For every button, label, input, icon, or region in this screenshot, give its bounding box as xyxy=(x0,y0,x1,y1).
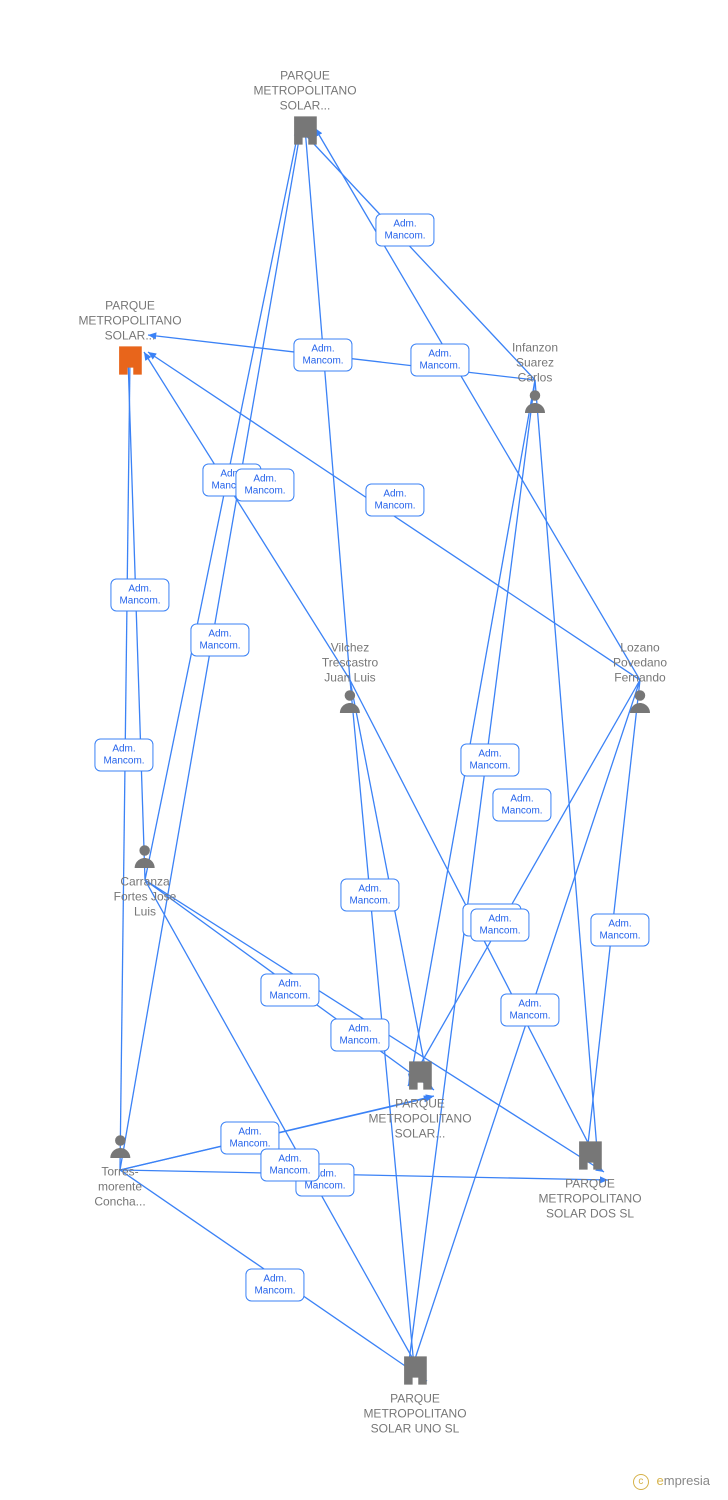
footer-copyright: c empresia xyxy=(633,1473,710,1490)
edge xyxy=(145,128,299,880)
edge-label: Adm. Mancom. xyxy=(492,789,551,822)
edge-label: Adm. Mancom. xyxy=(460,744,519,777)
node-b_uno[interactable]: PARQUE METROPOLITANO SOLAR UNO SL xyxy=(363,1354,466,1437)
node-label: PARQUE METROPOLITANO SOLAR DOS SL xyxy=(538,1177,641,1222)
edge-label: Adm. Mancom. xyxy=(94,739,153,772)
node-label: Carranza Fortes Jose Luis xyxy=(114,875,177,920)
edge-label: Adm. Mancom. xyxy=(375,214,434,247)
node-p_infanzon[interactable]: Infanzon Suarez Carlos xyxy=(512,341,558,420)
node-label: PARQUE METROPOLITANO SOLAR... xyxy=(253,69,356,114)
building-icon xyxy=(288,114,322,148)
node-p_vilchez[interactable]: Vilchez Trescastro Juan Luis xyxy=(322,641,378,720)
node-b_orange[interactable]: PARQUE METROPOLITANO SOLAR... xyxy=(78,299,181,382)
edge-label: Adm. Mancom. xyxy=(470,909,529,942)
building-icon xyxy=(398,1354,432,1388)
node-label: PARQUE METROPOLITANO SOLAR... xyxy=(368,1097,471,1142)
edge-label: Adm. Mancom. xyxy=(190,624,249,657)
edge xyxy=(128,358,145,880)
diagram-canvas: Adm. Mancom. Adm. Mancom. Adm. Mancom. Adm.… xyxy=(0,0,728,1500)
node-p_carranza[interactable]: Carranza Fortes Jose Luis xyxy=(114,841,177,920)
edge xyxy=(120,1170,608,1180)
edge xyxy=(535,380,598,1162)
node-label: PARQUE METROPOLITANO SOLAR UNO SL xyxy=(363,1392,466,1437)
node-label: Lozano Povedano Fernando xyxy=(613,641,667,686)
edge-label: Adm. Mancom. xyxy=(260,1149,319,1182)
brand-rest: mpresia xyxy=(664,1473,710,1488)
node-b_mid[interactable]: PARQUE METROPOLITANO SOLAR... xyxy=(368,1059,471,1142)
edge xyxy=(409,680,640,1377)
edge-label: Adm. Mancom. xyxy=(110,579,169,612)
building-icon xyxy=(573,1139,607,1173)
edge-label: Adm. Mancom. xyxy=(260,974,319,1007)
person-icon xyxy=(520,386,550,416)
building-icon xyxy=(403,1059,437,1093)
node-p_torres[interactable]: Torres- morente Concha... xyxy=(94,1131,145,1210)
edge-label: Adm. Mancom. xyxy=(235,469,294,502)
edge-label: Adm. Mancom. xyxy=(293,339,352,372)
node-label: PARQUE METROPOLITANO SOLAR... xyxy=(78,299,181,344)
building-icon xyxy=(113,344,147,378)
edge-label: Adm. Mancom. xyxy=(245,1269,304,1302)
edge-label: Adm. Mancom. xyxy=(365,484,424,517)
brand-letter: e xyxy=(657,1473,664,1488)
edge-label: Adm. Mancom. xyxy=(410,344,469,377)
copyright-icon: c xyxy=(633,1474,649,1490)
node-label: Torres- morente Concha... xyxy=(94,1165,145,1210)
node-label: Infanzon Suarez Carlos xyxy=(512,341,558,386)
edge-label: Adm. Mancom. xyxy=(340,879,399,912)
node-b_top[interactable]: PARQUE METROPOLITANO SOLAR... xyxy=(253,69,356,152)
person-icon xyxy=(625,686,655,716)
node-b_dos[interactable]: PARQUE METROPOLITANO SOLAR DOS SL xyxy=(538,1139,641,1222)
person-icon xyxy=(105,1131,135,1161)
edge-label: Adm. Mancom. xyxy=(330,1019,389,1052)
node-p_lozano[interactable]: Lozano Povedano Fernando xyxy=(613,641,667,720)
edge xyxy=(410,380,535,1082)
edge-label: Adm. Mancom. xyxy=(590,914,649,947)
edge xyxy=(315,128,640,680)
person-icon xyxy=(335,686,365,716)
edge xyxy=(407,380,535,1377)
edge xyxy=(305,128,350,680)
person-icon xyxy=(130,841,160,871)
node-label: Vilchez Trescastro Juan Luis xyxy=(322,641,378,686)
edge-label: Adm. Mancom. xyxy=(500,994,559,1027)
